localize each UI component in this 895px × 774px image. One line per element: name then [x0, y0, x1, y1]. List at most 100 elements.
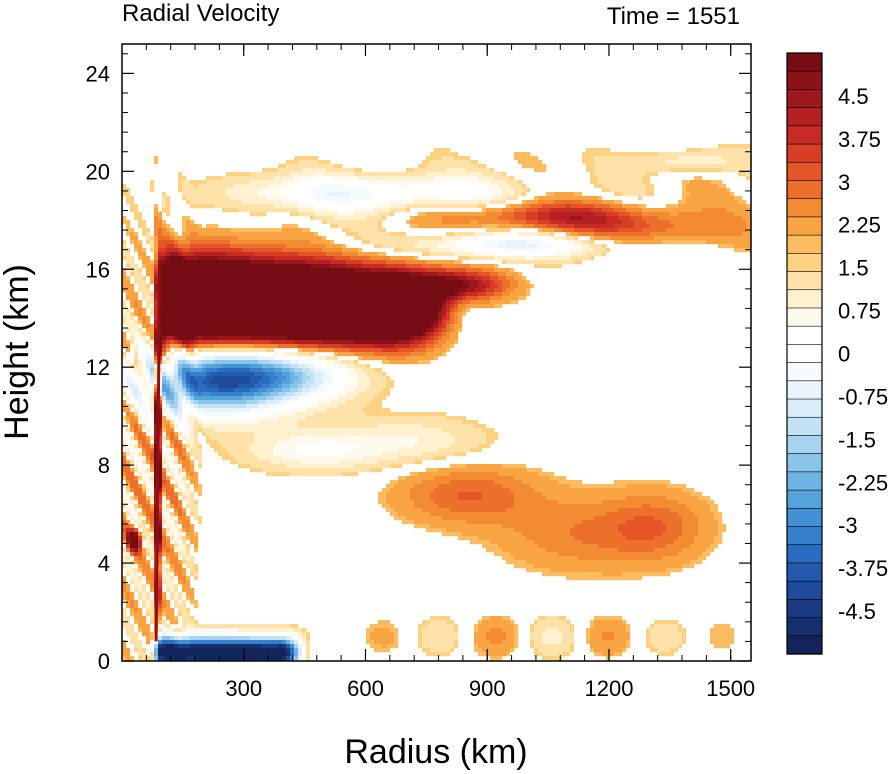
heatmap-cell — [262, 276, 267, 281]
heatmap-cell — [318, 320, 323, 325]
heatmap-cell — [510, 260, 515, 265]
heatmap-cell — [502, 236, 507, 241]
heatmap-cell — [370, 228, 375, 233]
heatmap-cell — [626, 232, 631, 237]
heatmap-cell — [122, 184, 127, 189]
heatmap-cell — [270, 196, 275, 201]
heatmap-cell — [522, 296, 527, 301]
heatmap-cell — [378, 176, 383, 181]
heatmap-cell — [678, 216, 683, 221]
heatmap-cell — [150, 312, 155, 317]
heatmap-cell — [618, 168, 623, 173]
heatmap-cell — [202, 200, 207, 205]
heatmap-cell — [174, 300, 179, 305]
heatmap-cell — [674, 160, 679, 165]
heatmap-cell — [438, 204, 443, 209]
heatmap-cell — [374, 220, 379, 225]
heatmap-cell — [142, 292, 147, 297]
heatmap-cell — [638, 240, 643, 245]
heatmap-cell — [318, 240, 323, 245]
heatmap-cell — [210, 336, 215, 341]
heatmap-cell — [334, 336, 339, 341]
heatmap-cell — [746, 144, 751, 149]
heatmap-cell — [646, 152, 651, 157]
heatmap-cell — [142, 332, 147, 337]
heatmap-cell — [266, 232, 271, 237]
heatmap-cell — [138, 304, 143, 309]
heatmap-cell — [194, 192, 199, 197]
heatmap-cell — [186, 228, 191, 233]
heatmap-cell — [410, 240, 415, 245]
heatmap-cell — [234, 204, 239, 209]
heatmap-cell — [246, 260, 251, 265]
heatmap-cell — [726, 160, 731, 165]
heatmap-cell — [130, 332, 135, 337]
heatmap-cell — [338, 188, 343, 193]
heatmap-cell — [458, 276, 463, 281]
heatmap-cell — [634, 188, 639, 193]
heatmap-cell — [250, 184, 255, 189]
heatmap-cell — [226, 204, 231, 209]
heatmap-cell — [582, 216, 587, 221]
heatmap-cell — [270, 272, 275, 277]
heatmap-cell — [698, 156, 703, 161]
heatmap-cell — [314, 200, 319, 205]
heatmap-cell — [738, 220, 743, 225]
heatmap-cell — [486, 200, 491, 205]
heatmap-cell — [734, 156, 739, 161]
heatmap-cell — [566, 224, 571, 229]
heatmap-cell — [470, 188, 475, 193]
heatmap-cell — [542, 264, 547, 269]
heatmap-cell — [266, 324, 271, 329]
heatmap-cell — [338, 248, 343, 253]
heatmap-cell — [474, 256, 479, 261]
heatmap-cell — [590, 224, 595, 229]
heatmap-cell — [210, 308, 215, 313]
heatmap-cell — [222, 324, 227, 329]
heatmap-cell — [718, 232, 723, 237]
heatmap-cell — [146, 260, 151, 265]
heatmap-cell — [254, 308, 259, 313]
heatmap-cell — [454, 176, 459, 181]
heatmap-cell — [714, 224, 719, 229]
heatmap-cell — [174, 260, 179, 265]
heatmap-cell — [294, 208, 299, 213]
heatmap-cell — [222, 344, 227, 349]
heatmap-cell — [362, 184, 367, 189]
heatmap-cell — [526, 220, 531, 225]
heatmap-cell — [154, 208, 159, 213]
heatmap-cell — [126, 276, 131, 281]
heatmap-cell — [126, 220, 131, 225]
heatmap-cell — [206, 196, 211, 201]
heatmap-cell — [566, 216, 571, 221]
heatmap-cell — [318, 192, 323, 197]
heatmap-cell — [458, 244, 463, 249]
heatmap-cell — [626, 224, 631, 229]
heatmap-cell — [410, 284, 415, 289]
heatmap-cell — [702, 200, 707, 205]
heatmap-cell — [350, 200, 355, 205]
heatmap-cell — [190, 260, 195, 265]
heatmap-cell — [478, 204, 483, 209]
heatmap-cell — [286, 208, 291, 213]
heatmap-cell — [170, 316, 175, 321]
heatmap-cell — [214, 272, 219, 277]
heatmap-cell — [522, 292, 527, 297]
heatmap-cell — [346, 208, 351, 213]
heatmap-cell — [370, 232, 375, 237]
heatmap-cell — [734, 148, 739, 153]
heatmap-cell — [270, 320, 275, 325]
heatmap-cell — [170, 344, 175, 349]
heatmap-cell — [314, 336, 319, 341]
heatmap-cell — [134, 296, 139, 301]
heatmap-cell — [202, 280, 207, 285]
heatmap-cell — [282, 244, 287, 249]
heatmap-cell — [166, 248, 171, 253]
heatmap-cell — [458, 200, 463, 205]
heatmap-cell — [526, 152, 531, 157]
heatmap-cell — [142, 248, 147, 253]
heatmap-cell — [434, 152, 439, 157]
heatmap-cell — [302, 320, 307, 325]
heatmap-cell — [186, 232, 191, 237]
heatmap-cell — [630, 164, 635, 169]
